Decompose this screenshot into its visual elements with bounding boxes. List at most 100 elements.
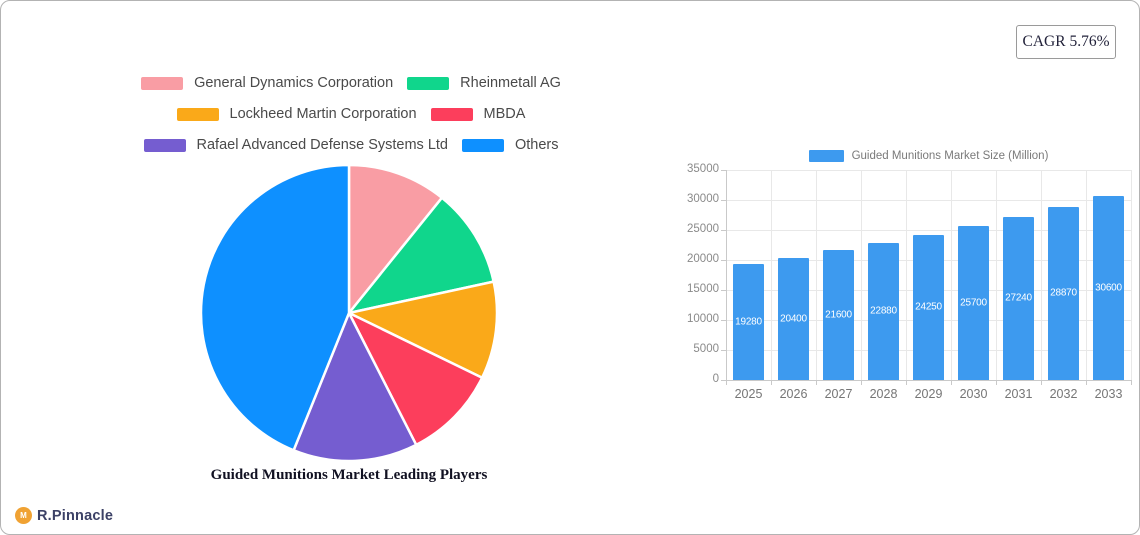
- x-axis-tick: [726, 380, 727, 385]
- x-axis-tick: [861, 380, 862, 385]
- x-axis-label-2032: 2032: [1049, 387, 1078, 401]
- bar-2030[interactable]: 25700: [958, 225, 989, 380]
- bar-2033[interactable]: 30600: [1093, 196, 1124, 380]
- x-gridline: [951, 170, 952, 380]
- legend-item-lockheed-martin-corporation[interactable]: Lockheed Martin Corporation: [176, 106, 417, 122]
- logo-text: R.Pinnacle: [37, 507, 114, 524]
- x-gridline: [1041, 170, 1042, 380]
- y-gridline: [726, 170, 1131, 171]
- y-gridline: [726, 230, 1131, 231]
- x-gridline: [996, 170, 997, 380]
- x-axis-label-2031: 2031: [1004, 387, 1033, 401]
- pie-slice-rafael-advanced-defense-systems-ltd[interactable]: [292, 311, 418, 463]
- legend-label: Rafael Advanced Defense Systems Ltd: [196, 137, 448, 153]
- x-axis-tick: [1041, 380, 1042, 385]
- bar-legend-label: Guided Munitions Market Size (Million): [851, 150, 1049, 162]
- legend-label: General Dynamics Corporation: [194, 75, 394, 91]
- x-axis-label-2030: 2030: [959, 387, 988, 401]
- y-axis-label: 10000: [687, 313, 719, 325]
- brand-logo: M R.Pinnacle: [15, 507, 113, 524]
- legend-item-others[interactable]: Others: [461, 137, 559, 153]
- pie-chart-title: Guided Munitions Market Leading Players: [210, 467, 488, 483]
- logo-circle-monogram-icon: M: [15, 507, 32, 524]
- legend-item-mbda[interactable]: MBDA: [430, 106, 526, 122]
- x-axis-label-2025: 2025: [734, 387, 763, 401]
- bar-value-label: 30600: [1095, 282, 1122, 294]
- legend-swatch-icon: [143, 138, 186, 152]
- y-axis-label: 30000: [687, 193, 719, 205]
- bar-2027[interactable]: 21600: [823, 250, 854, 380]
- x-gridline: [906, 170, 907, 380]
- y-axis-label: 35000: [687, 163, 719, 175]
- bar-2032[interactable]: 28870: [1048, 206, 1079, 380]
- pie-slice-general-dynamics-corporation[interactable]: [347, 163, 444, 315]
- legend-swatch-icon: [407, 76, 450, 90]
- y-gridline: [726, 200, 1131, 201]
- y-axis-label: 15000: [687, 283, 719, 295]
- legend-item-rheinmetall-ag[interactable]: Rheinmetall AG: [407, 75, 561, 91]
- y-axis-tick: [721, 320, 726, 321]
- bar-plot-area: 0 5000 10000 15000 20000 25000 30000 35000 19280…: [687, 163, 1132, 401]
- y-axis-label: 5000: [693, 343, 719, 355]
- y-axis-label: 25000: [687, 223, 719, 235]
- pie-legend-row: Lockheed Martin Corporation MBDA: [176, 106, 526, 122]
- legend-label: Lockheed Martin Corporation: [229, 106, 417, 122]
- x-axis-tick: [996, 380, 997, 385]
- legend-item-general-dynamics-corporation[interactable]: General Dynamics Corporation: [141, 75, 393, 91]
- legend-label: Rheinmetall AG: [460, 75, 561, 91]
- x-gridline: [816, 170, 817, 380]
- y-axis-tick: [721, 200, 726, 201]
- pie-slice-others[interactable]: [199, 163, 351, 452]
- bar-2029[interactable]: 24250: [913, 234, 944, 380]
- bar-legend-swatch: [808, 150, 844, 162]
- y-axis-tick: [721, 170, 726, 171]
- x-axis-tick: [816, 380, 817, 385]
- y-axis-label: 0: [712, 373, 719, 385]
- x-axis-line: [726, 380, 1131, 381]
- bar-value-label: 22880: [870, 305, 897, 317]
- y-axis-tick: [721, 230, 726, 231]
- x-gridline: [771, 170, 772, 380]
- legend-item-rafael-advanced-defense-systems-ltd[interactable]: Rafael Advanced Defense Systems Ltd: [143, 137, 448, 153]
- bar-value-label: 28870: [1050, 287, 1077, 299]
- pie-legend-row: Rafael Advanced Defense Systems Ltd Other…: [143, 137, 559, 153]
- bar-value-label: 21600: [825, 309, 852, 321]
- x-axis-tick: [906, 380, 907, 385]
- x-axis-label-2028: 2028: [869, 387, 898, 401]
- cagr-badge: CAGR 5.76%: [1016, 25, 1116, 59]
- x-axis-tick: [1086, 380, 1087, 385]
- legend-swatch-icon: [141, 76, 184, 90]
- x-axis-tick: [771, 380, 772, 385]
- legend-swatch-icon: [176, 107, 219, 121]
- y-axis-line: [726, 170, 727, 380]
- bar-2031[interactable]: 27240: [1003, 216, 1034, 380]
- x-axis-label-2027: 2027: [824, 387, 853, 401]
- pie-slice-mbda[interactable]: [347, 311, 484, 447]
- bar-value-label: 27240: [1005, 292, 1032, 304]
- pie-chart: [199, 163, 499, 463]
- x-axis-label-2033: 2033: [1094, 387, 1123, 401]
- x-axis-label-2029: 2029: [914, 387, 943, 401]
- legend-label: MBDA: [483, 106, 526, 122]
- bar-2028[interactable]: 22880: [868, 242, 899, 380]
- legend-swatch-icon: [430, 107, 473, 121]
- bar-value-label: 24250: [915, 301, 942, 313]
- bar-2026[interactable]: 20400: [778, 257, 809, 380]
- y-axis-tick: [721, 260, 726, 261]
- bar-value-label: 25700: [960, 297, 987, 309]
- pie-slice-rheinmetall-ag[interactable]: [347, 196, 495, 315]
- legend-label: Others: [514, 137, 559, 153]
- x-gridline: [1131, 170, 1132, 380]
- y-axis-tick: [721, 350, 726, 351]
- x-axis-tick: [1131, 380, 1132, 385]
- bar-2025[interactable]: 19280: [733, 264, 764, 380]
- x-axis-label-2026: 2026: [779, 387, 808, 401]
- pie-legend-row: General Dynamics Corporation Rheinmetall …: [141, 75, 561, 91]
- legend-swatch-icon: [461, 138, 504, 152]
- y-axis-tick: [721, 290, 726, 291]
- bar-chart-legend[interactable]: Guided Munitions Market Size (Million): [726, 150, 1131, 162]
- pie-slice-lockheed-martin-corporation[interactable]: [347, 280, 499, 379]
- bar-chart: Guided Munitions Market Size (Million) 0…: [687, 144, 1139, 406]
- x-axis-tick: [951, 380, 952, 385]
